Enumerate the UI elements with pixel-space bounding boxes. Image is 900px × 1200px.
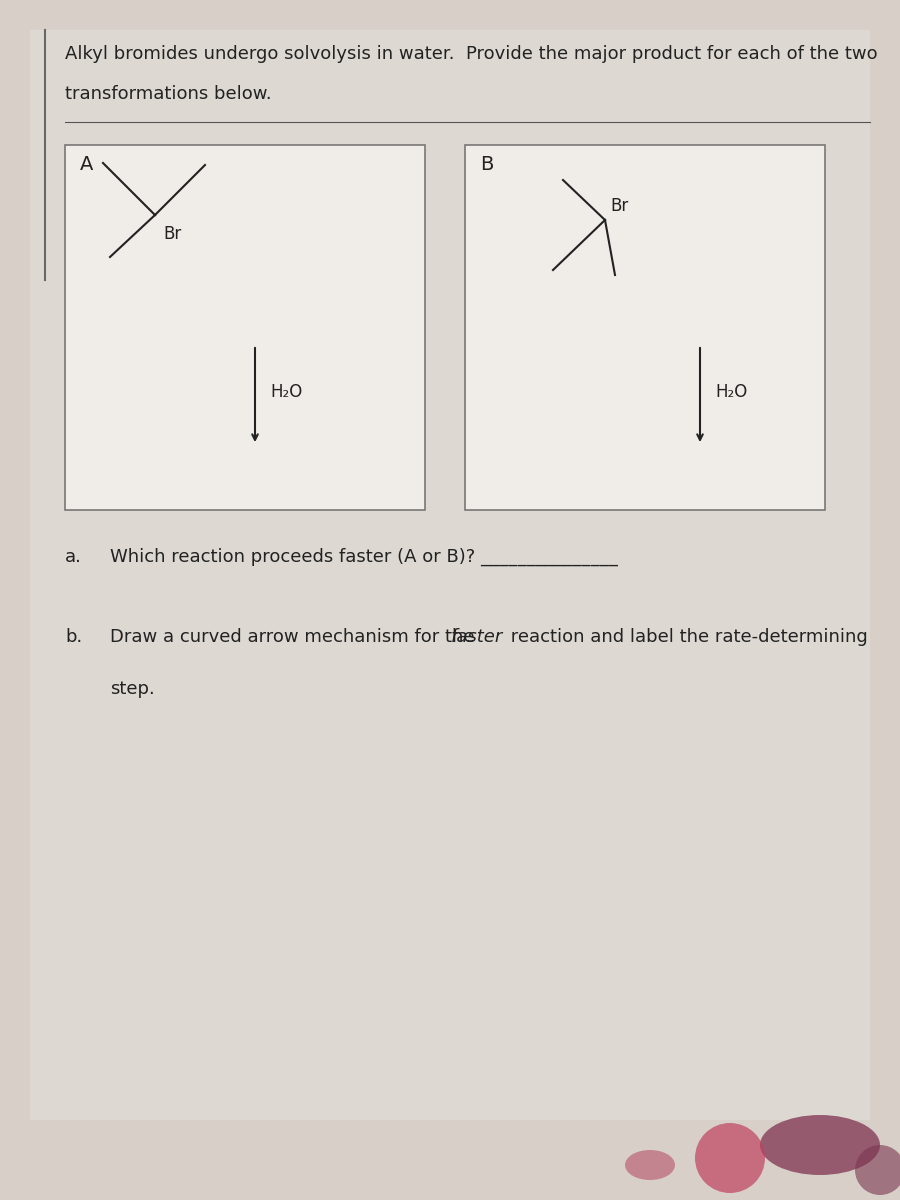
Text: step.: step. bbox=[110, 680, 155, 698]
Text: Br: Br bbox=[610, 197, 628, 215]
Bar bbox=[465, 145, 825, 510]
Text: H₂O: H₂O bbox=[270, 383, 302, 401]
Text: reaction and label the rate-determining: reaction and label the rate-determining bbox=[505, 628, 868, 646]
Circle shape bbox=[695, 1123, 765, 1193]
Circle shape bbox=[855, 1145, 900, 1195]
Text: b.: b. bbox=[65, 628, 82, 646]
Text: A: A bbox=[80, 155, 94, 174]
Text: Alkyl bromides undergo solvolysis in water.  Provide the major product for each : Alkyl bromides undergo solvolysis in wat… bbox=[65, 44, 878, 62]
Text: Br: Br bbox=[163, 226, 181, 242]
Text: transformations below.: transformations below. bbox=[65, 85, 272, 103]
Text: B: B bbox=[480, 155, 493, 174]
Text: Which reaction proceeds faster (A or B)? _______________: Which reaction proceeds faster (A or B)?… bbox=[110, 548, 618, 566]
Text: faster: faster bbox=[451, 628, 503, 646]
Text: Draw a curved arrow mechanism for the: Draw a curved arrow mechanism for the bbox=[110, 628, 481, 646]
Text: H₂O: H₂O bbox=[715, 383, 747, 401]
FancyBboxPatch shape bbox=[30, 30, 870, 1120]
Ellipse shape bbox=[625, 1150, 675, 1180]
Text: a.: a. bbox=[65, 548, 82, 566]
Ellipse shape bbox=[760, 1115, 880, 1175]
Bar bbox=[65, 145, 425, 510]
